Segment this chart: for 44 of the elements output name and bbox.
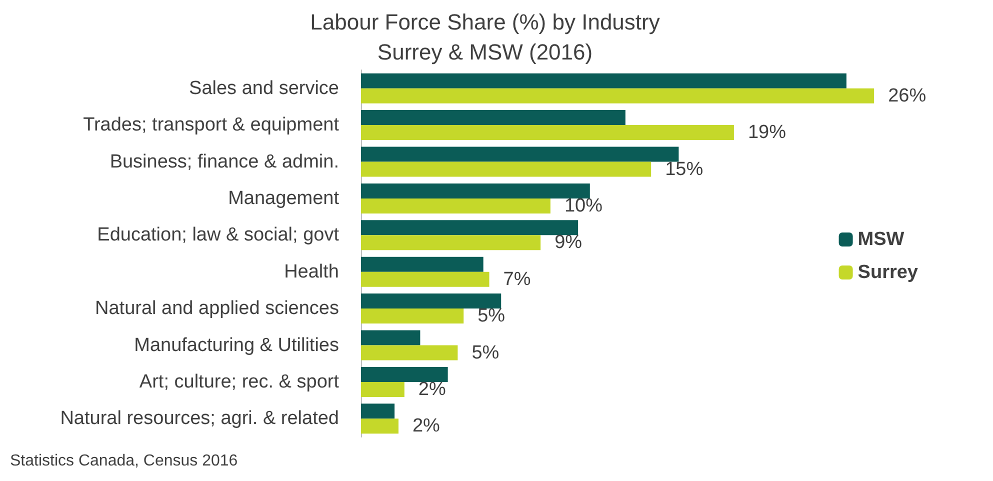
bar	[361, 125, 734, 140]
data-label: 26%	[888, 85, 926, 106]
bar	[361, 235, 541, 250]
y-tick-label: Health	[284, 261, 339, 282]
bar	[361, 272, 490, 287]
data-label: 9%	[554, 232, 582, 254]
data-label: 5%	[472, 342, 500, 364]
bar	[361, 345, 458, 360]
data-label: 2%	[412, 416, 440, 437]
y-tick-label: Sales and service	[189, 78, 339, 99]
data-label: 7%	[503, 268, 531, 290]
data-label: 2%	[418, 378, 446, 400]
y-tick-label: Art; culture; rec. & sport	[139, 371, 340, 392]
data-label: 5%	[478, 306, 506, 327]
bar	[361, 366, 448, 382]
bar	[361, 256, 484, 272]
data-label: 19%	[748, 122, 786, 144]
text: Statistics Canada, Census 2016	[10, 452, 238, 470]
y-tick-label: Business; finance & admin.	[110, 151, 339, 172]
bar	[361, 404, 395, 419]
chart-title: Labour Force Share (%) by Industry Surrey & MSW (2016)	[310, 10, 660, 64]
bar	[361, 330, 420, 346]
y-tick-label: Management	[228, 188, 340, 209]
y-tick-label: Natural resources; agri. & related	[60, 408, 339, 430]
bar	[361, 382, 404, 397]
data-label: 15%	[665, 158, 704, 180]
legend-label: MSW	[858, 229, 904, 250]
bar	[361, 88, 874, 104]
y-tick-label: Education; law & social; govt	[97, 224, 340, 246]
bar	[361, 220, 578, 236]
bar	[361, 418, 398, 434]
y-tick-label: Manufacturing & Utilities	[134, 334, 339, 356]
y-tick-label: Natural and applied sciences	[95, 298, 339, 320]
bar	[361, 73, 846, 88]
bar	[361, 146, 679, 162]
bar	[361, 198, 550, 214]
y-tick-label: Trades; transport & equipment	[83, 114, 340, 136]
bar	[361, 110, 626, 126]
bar	[361, 162, 652, 177]
data-label: 10%	[564, 195, 603, 216]
bar	[361, 294, 502, 309]
legend-label: Surrey	[858, 262, 918, 283]
bar	[361, 183, 590, 198]
bar	[361, 308, 464, 324]
